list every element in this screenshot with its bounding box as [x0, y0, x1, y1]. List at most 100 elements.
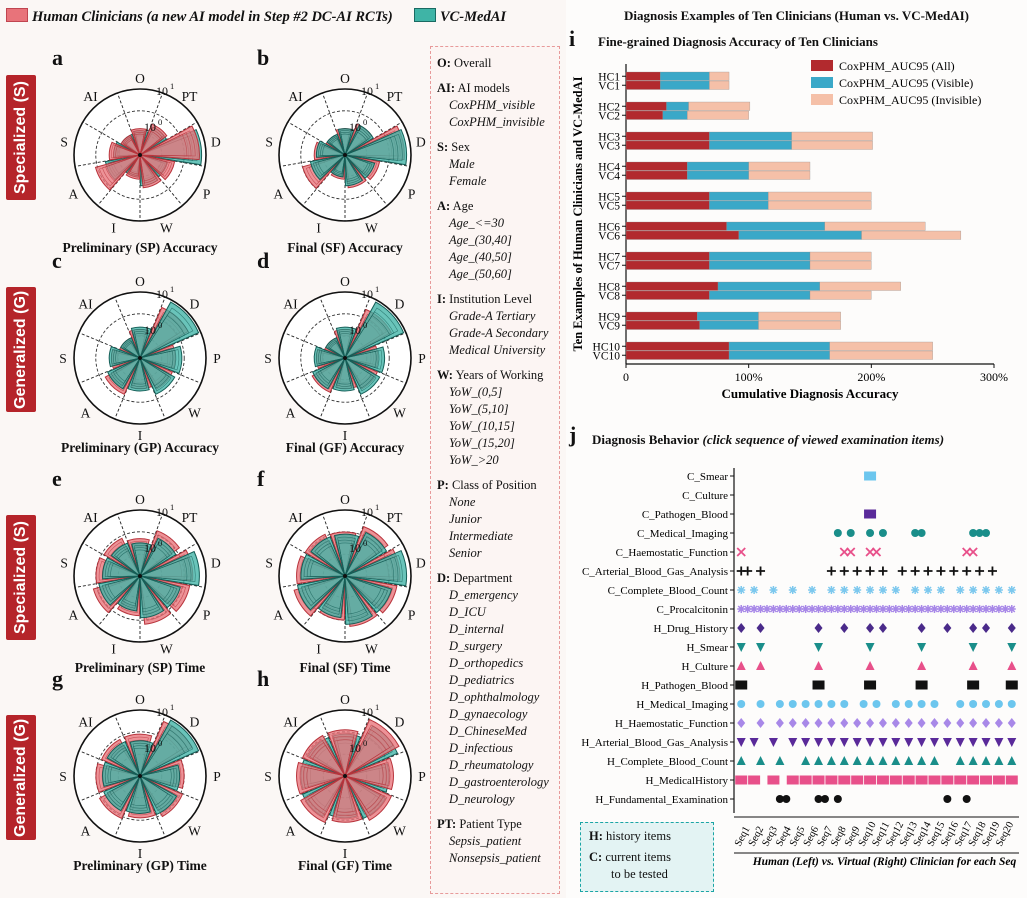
polar-scale-outer: 10 [361, 705, 373, 719]
polar-caption-a: Preliminary (SP) Accuracy [62, 240, 218, 255]
human-wedge-fill [331, 774, 363, 823]
marker-diamond [917, 623, 926, 633]
legend-group-key: W: [437, 368, 453, 382]
legend-item: Age_(40,50] [449, 250, 512, 264]
human-wedge-line [308, 154, 346, 183]
legend-group-heading: D: Department [437, 570, 559, 587]
vc-wedge-fill [343, 575, 393, 614]
marker-tri-down [756, 643, 766, 652]
human-wedge-line [98, 560, 141, 581]
x-axis-label: Cumulative Diagnosis Accuracy [722, 386, 899, 401]
marker-diamond [969, 718, 978, 728]
polar-caption-b: Final (SF) Accuracy [287, 240, 403, 255]
behavior-marker [917, 700, 926, 708]
behavior-marker [814, 643, 824, 652]
vc-wedge [138, 575, 181, 609]
polar-category-label: W [365, 220, 378, 235]
marker-plus [839, 566, 849, 576]
marker-star [904, 605, 913, 613]
marker-tri-up [865, 661, 875, 670]
bar-segment [709, 131, 792, 141]
vc-wedge-fill [138, 550, 200, 587]
polar-center [138, 356, 142, 360]
vc-wedge-fill [117, 574, 141, 612]
legend-item: D_infectious [449, 741, 513, 755]
vc-wedge [98, 575, 142, 606]
legend-item: Intermediate [449, 529, 513, 543]
vc-wedge-line [139, 541, 173, 577]
polar-scale-inner-exp: 0 [363, 117, 367, 127]
behavior-marker [962, 566, 972, 576]
bar-segment [829, 341, 933, 351]
marker-square [735, 775, 748, 785]
polar-scale-inner: 10 [144, 120, 156, 134]
marker-circle [962, 795, 971, 803]
human-wedge [138, 154, 176, 181]
vc-wedge-line [343, 350, 377, 368]
polar-center [138, 574, 142, 578]
behavior-marker [814, 605, 823, 613]
human-wedge-line [312, 744, 346, 777]
behavior-marker [853, 586, 862, 594]
marker-tri-down [904, 738, 914, 747]
behavior-marker [826, 566, 836, 576]
human-wedge-line [139, 132, 192, 157]
polar-category-label: I [111, 220, 116, 235]
polar-category-label: AI [78, 297, 93, 312]
behavior-marker [917, 718, 926, 728]
vc-wedge [310, 536, 347, 578]
bar-segment [699, 320, 759, 330]
vc-wedge-line [328, 135, 346, 156]
behavior-marker [801, 738, 811, 747]
vc-wedge-line [312, 154, 346, 177]
legend-group: I: Institution Level Grade-A Tertiary Grad… [437, 291, 559, 359]
vc-wedge-line [344, 137, 394, 161]
legend-group-name: Age [450, 199, 474, 213]
marker-diamond [904, 718, 913, 728]
behavior-marker [814, 738, 824, 747]
vc-wedge-line [139, 575, 158, 610]
human-wedge-line [139, 154, 170, 176]
accuracy-title: Fine-grained Diagnosis Accuracy of Ten C… [598, 34, 878, 49]
marker-tri-up [775, 756, 785, 765]
behavior-marker [865, 738, 875, 747]
legend-group: O: Overall [437, 55, 559, 72]
y-tick-label: HC2 [598, 101, 620, 113]
vc-wedge-line [129, 774, 148, 809]
behavior-marker [865, 566, 875, 576]
legend-item: YoW_(10,15] [449, 419, 515, 433]
polar-category-label: P [203, 187, 211, 202]
legend-group-key: PT: [437, 817, 457, 831]
marker-square [876, 775, 889, 785]
behavior-marker [866, 718, 875, 728]
marker-square [967, 680, 980, 690]
behavior-marker [864, 509, 877, 519]
legend-item: Age_(50,60] [449, 267, 512, 281]
vc-wedge-fill [138, 301, 200, 360]
marker-plus [743, 566, 753, 576]
y-tick-label: VC6 [598, 230, 620, 242]
marker-square [864, 509, 877, 519]
polar-scale-outer-exp: 1 [375, 81, 379, 91]
marker-tri-up [756, 756, 766, 765]
human-wedge [343, 718, 400, 778]
vc-wedge-line [138, 349, 177, 370]
polar-category-label: W [160, 220, 173, 235]
marker-star [866, 586, 875, 594]
marker-tri-down [981, 738, 991, 747]
behavior-row-label: H_Smear [686, 642, 728, 654]
behavior-marker [736, 661, 746, 670]
behavior-marker [827, 718, 836, 728]
marker-circle [814, 795, 823, 803]
vc-wedge [332, 356, 355, 392]
marker-diamond [878, 718, 887, 728]
marker-star [956, 586, 965, 594]
marker-circle [801, 700, 810, 708]
vc-wedge-line [344, 154, 360, 182]
panel-letter-c: c [52, 248, 62, 273]
polar-caption-f: Final (SF) Time [299, 660, 391, 675]
marker-star [878, 605, 887, 613]
behavior-marker [981, 738, 991, 747]
legend-group-heading: S: Sex [437, 139, 559, 156]
behavior-marker [814, 718, 823, 728]
